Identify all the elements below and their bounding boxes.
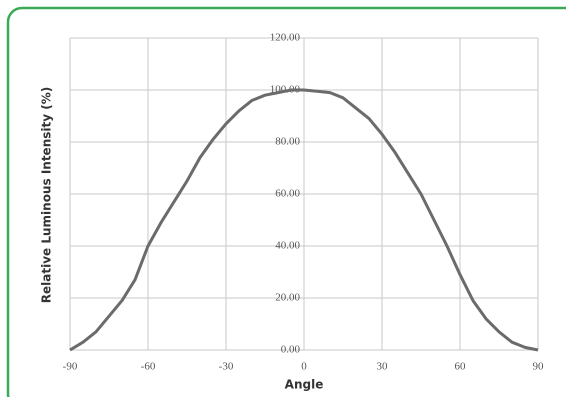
x-tick-label: 60 bbox=[455, 361, 467, 373]
y-tick-label: 20.00 bbox=[275, 292, 300, 304]
frame bbox=[6, 6, 566, 397]
x-tick-label: 0 bbox=[301, 361, 307, 373]
x-tick-label: -90 bbox=[63, 361, 78, 373]
data-line bbox=[69, 88, 539, 352]
y-tick-label: 0.00 bbox=[281, 344, 301, 356]
y-tick-label: 60.00 bbox=[275, 188, 300, 200]
y-tick-label: 40.00 bbox=[275, 240, 300, 252]
x-tick-label: -30 bbox=[219, 361, 234, 373]
y-tick-label: 120.00 bbox=[270, 32, 301, 44]
x-tick-label: -60 bbox=[141, 361, 156, 373]
y-tick-label: 80.00 bbox=[275, 136, 300, 148]
x-axis-title: Angle bbox=[285, 378, 324, 392]
x-tick-label: 90 bbox=[533, 361, 545, 373]
x-tick-label: 30 bbox=[377, 361, 389, 373]
y-axis-title: Relative Luminous Intensity (%) bbox=[40, 87, 54, 303]
